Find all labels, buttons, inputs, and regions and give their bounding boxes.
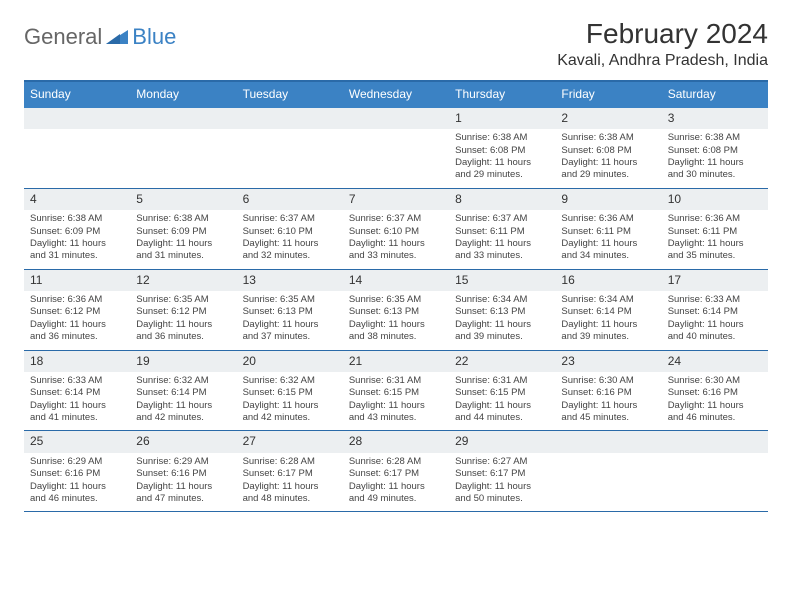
day-cell <box>237 129 343 188</box>
day-cell: Sunrise: 6:32 AM Sunset: 6:15 PM Dayligh… <box>237 372 343 431</box>
daynum-row: 123 <box>24 108 768 130</box>
day-number: 29 <box>449 431 555 453</box>
day-cell <box>343 129 449 188</box>
logo-text-2: Blue <box>132 24 176 50</box>
day-cell: Sunrise: 6:28 AM Sunset: 6:17 PM Dayligh… <box>343 453 449 512</box>
logo: General Blue <box>24 18 176 50</box>
day-cell: Sunrise: 6:33 AM Sunset: 6:14 PM Dayligh… <box>24 372 130 431</box>
day-cell: Sunrise: 6:29 AM Sunset: 6:16 PM Dayligh… <box>24 453 130 512</box>
day-number: 24 <box>662 351 768 373</box>
day-number: 19 <box>130 351 236 373</box>
day-number: 8 <box>449 189 555 211</box>
day-number: 1 <box>449 108 555 130</box>
day-number: 15 <box>449 270 555 292</box>
day-number: 9 <box>555 189 661 211</box>
day-cell: Sunrise: 6:38 AM Sunset: 6:08 PM Dayligh… <box>662 129 768 188</box>
location-text: Kavali, Andhra Pradesh, India <box>557 52 768 70</box>
day-number: 13 <box>237 270 343 292</box>
weekday-header: Thursday <box>449 82 555 108</box>
day-number: 4 <box>24 189 130 211</box>
logo-text-1: General <box>24 24 102 50</box>
day-number <box>24 108 130 130</box>
day-number: 3 <box>662 108 768 130</box>
calendar-grid: Sunday Monday Tuesday Wednesday Thursday… <box>24 80 768 512</box>
day-cell: Sunrise: 6:36 AM Sunset: 6:12 PM Dayligh… <box>24 291 130 350</box>
day-number: 27 <box>237 431 343 453</box>
day-number: 20 <box>237 351 343 373</box>
day-body-row: Sunrise: 6:38 AM Sunset: 6:09 PM Dayligh… <box>24 210 768 269</box>
day-cell: Sunrise: 6:31 AM Sunset: 6:15 PM Dayligh… <box>449 372 555 431</box>
day-cell: Sunrise: 6:37 AM Sunset: 6:10 PM Dayligh… <box>343 210 449 269</box>
day-cell: Sunrise: 6:36 AM Sunset: 6:11 PM Dayligh… <box>662 210 768 269</box>
day-number: 7 <box>343 189 449 211</box>
day-number: 16 <box>555 270 661 292</box>
day-cell: Sunrise: 6:35 AM Sunset: 6:12 PM Dayligh… <box>130 291 236 350</box>
day-cell: Sunrise: 6:37 AM Sunset: 6:10 PM Dayligh… <box>237 210 343 269</box>
logo-triangle-icon <box>106 24 128 50</box>
weekday-header: Friday <box>555 82 661 108</box>
day-cell <box>555 453 661 512</box>
daynum-row: 18192021222324 <box>24 351 768 373</box>
day-number: 26 <box>130 431 236 453</box>
weekday-header: Sunday <box>24 82 130 108</box>
page-header: General Blue February 2024 Kavali, Andhr… <box>24 18 768 70</box>
daynum-row: 11121314151617 <box>24 270 768 292</box>
day-number: 14 <box>343 270 449 292</box>
weekday-header: Wednesday <box>343 82 449 108</box>
day-cell: Sunrise: 6:28 AM Sunset: 6:17 PM Dayligh… <box>237 453 343 512</box>
day-number: 10 <box>662 189 768 211</box>
day-number <box>555 431 661 453</box>
day-cell: Sunrise: 6:30 AM Sunset: 6:16 PM Dayligh… <box>555 372 661 431</box>
day-body-row: Sunrise: 6:33 AM Sunset: 6:14 PM Dayligh… <box>24 372 768 431</box>
day-number: 5 <box>130 189 236 211</box>
day-cell <box>662 453 768 512</box>
day-number: 28 <box>343 431 449 453</box>
day-cell: Sunrise: 6:36 AM Sunset: 6:11 PM Dayligh… <box>555 210 661 269</box>
day-body-row: Sunrise: 6:36 AM Sunset: 6:12 PM Dayligh… <box>24 291 768 350</box>
calendar-page: General Blue February 2024 Kavali, Andhr… <box>0 0 792 530</box>
weekday-header: Saturday <box>662 82 768 108</box>
daynum-row: 45678910 <box>24 189 768 211</box>
day-body-row: Sunrise: 6:38 AM Sunset: 6:08 PM Dayligh… <box>24 129 768 188</box>
day-body-row: Sunrise: 6:29 AM Sunset: 6:16 PM Dayligh… <box>24 453 768 512</box>
day-cell: Sunrise: 6:34 AM Sunset: 6:13 PM Dayligh… <box>449 291 555 350</box>
daynum-row: 2526272829 <box>24 431 768 453</box>
day-number: 18 <box>24 351 130 373</box>
day-number <box>130 108 236 130</box>
day-cell: Sunrise: 6:32 AM Sunset: 6:14 PM Dayligh… <box>130 372 236 431</box>
day-number: 17 <box>662 270 768 292</box>
day-cell: Sunrise: 6:38 AM Sunset: 6:08 PM Dayligh… <box>449 129 555 188</box>
page-title: February 2024 <box>557 18 768 50</box>
day-number: 25 <box>24 431 130 453</box>
day-number: 21 <box>343 351 449 373</box>
day-number: 11 <box>24 270 130 292</box>
day-cell: Sunrise: 6:35 AM Sunset: 6:13 PM Dayligh… <box>343 291 449 350</box>
day-cell: Sunrise: 6:29 AM Sunset: 6:16 PM Dayligh… <box>130 453 236 512</box>
day-number: 22 <box>449 351 555 373</box>
day-cell: Sunrise: 6:38 AM Sunset: 6:08 PM Dayligh… <box>555 129 661 188</box>
day-number: 6 <box>237 189 343 211</box>
day-cell: Sunrise: 6:37 AM Sunset: 6:11 PM Dayligh… <box>449 210 555 269</box>
day-number: 12 <box>130 270 236 292</box>
weekday-header-row: Sunday Monday Tuesday Wednesday Thursday… <box>24 82 768 108</box>
day-cell <box>24 129 130 188</box>
day-number: 2 <box>555 108 661 130</box>
day-cell: Sunrise: 6:31 AM Sunset: 6:15 PM Dayligh… <box>343 372 449 431</box>
day-cell: Sunrise: 6:34 AM Sunset: 6:14 PM Dayligh… <box>555 291 661 350</box>
title-block: February 2024 Kavali, Andhra Pradesh, In… <box>557 18 768 70</box>
day-number <box>343 108 449 130</box>
day-cell: Sunrise: 6:35 AM Sunset: 6:13 PM Dayligh… <box>237 291 343 350</box>
day-cell: Sunrise: 6:38 AM Sunset: 6:09 PM Dayligh… <box>130 210 236 269</box>
weekday-header: Tuesday <box>237 82 343 108</box>
day-cell: Sunrise: 6:38 AM Sunset: 6:09 PM Dayligh… <box>24 210 130 269</box>
day-number <box>662 431 768 453</box>
day-cell: Sunrise: 6:33 AM Sunset: 6:14 PM Dayligh… <box>662 291 768 350</box>
day-number: 23 <box>555 351 661 373</box>
day-cell: Sunrise: 6:27 AM Sunset: 6:17 PM Dayligh… <box>449 453 555 512</box>
weekday-header: Monday <box>130 82 236 108</box>
day-cell <box>130 129 236 188</box>
day-number <box>237 108 343 130</box>
day-cell: Sunrise: 6:30 AM Sunset: 6:16 PM Dayligh… <box>662 372 768 431</box>
